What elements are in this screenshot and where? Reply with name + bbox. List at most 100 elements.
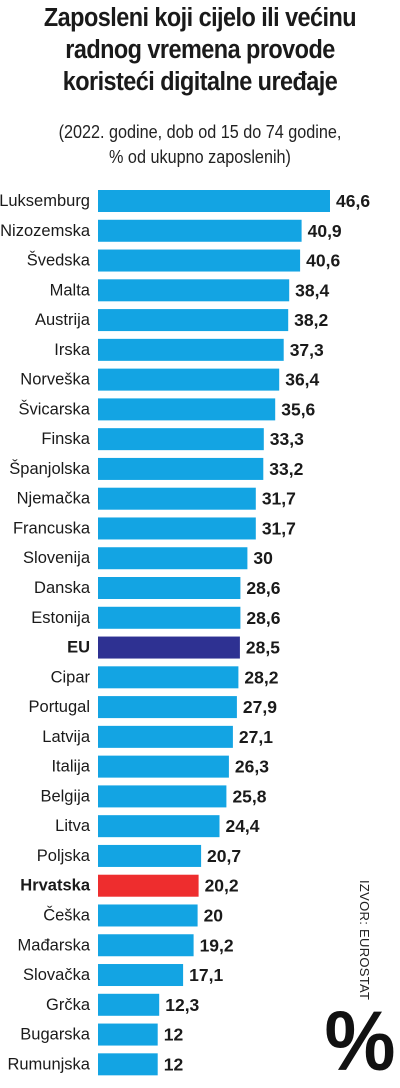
value-label-austrija: 38,2 xyxy=(294,310,328,330)
category-label-madarska: Mađarska xyxy=(18,936,91,954)
value-label-madarska: 19,2 xyxy=(200,935,234,955)
category-label-nizozemska: Nizozemska xyxy=(0,222,91,240)
value-label-svicarska: 35,6 xyxy=(281,399,315,419)
category-label-latvija: Latvija xyxy=(42,728,91,746)
bar-madarska xyxy=(98,934,194,957)
category-label-francuska: Francuska xyxy=(13,519,91,537)
bar-luksemburg xyxy=(98,190,330,212)
category-label-njemacka: Njemačka xyxy=(17,490,91,508)
value-label-latvija: 27,1 xyxy=(239,727,273,747)
category-label-belgija: Belgija xyxy=(40,787,90,805)
value-label-slovacka: 17,1 xyxy=(189,965,223,985)
bar-slovenija xyxy=(98,547,248,570)
percent-symbol: % xyxy=(324,994,396,1088)
bar-litva xyxy=(98,815,220,838)
bar-cipar xyxy=(98,666,239,689)
bar-ceska xyxy=(98,904,198,927)
bar-slovacka xyxy=(98,964,184,987)
category-label-spanjolska: Španjolska xyxy=(9,459,91,478)
category-label-austrija: Austrija xyxy=(35,311,91,329)
bar-svedska xyxy=(98,249,301,272)
bar-poljska xyxy=(98,844,202,867)
category-label-hrvatska: Hrvatska xyxy=(20,877,91,895)
bar-danska xyxy=(98,577,241,600)
bar-grcka xyxy=(98,993,160,1016)
bar-rumunjska xyxy=(98,1053,158,1076)
category-label-bugarska: Bugarska xyxy=(20,1026,91,1044)
category-label-luksemburg: Luksemburg xyxy=(0,192,90,210)
category-label-italija: Italija xyxy=(51,758,90,776)
bar-francuska xyxy=(98,517,256,540)
value-label-norveska: 36,4 xyxy=(285,370,319,390)
bar-latvija xyxy=(98,725,233,748)
value-label-luksemburg: 46,6 xyxy=(336,191,370,211)
value-label-rumunjska: 12 xyxy=(164,1054,184,1074)
category-label-svedska: Švedska xyxy=(27,251,91,270)
category-label-svicarska: Švicarska xyxy=(18,399,90,418)
value-label-spanjolska: 33,2 xyxy=(269,459,303,479)
category-label-irska: Irska xyxy=(54,341,91,359)
value-label-grcka: 12,3 xyxy=(165,995,199,1015)
category-label-litva: Litva xyxy=(55,817,91,835)
category-label-portugal: Portugal xyxy=(29,698,90,716)
subtitle-line-2: % od ukupno zaposlenih) xyxy=(109,147,291,167)
value-label-portugal: 27,9 xyxy=(243,697,277,717)
category-label-danska: Danska xyxy=(34,579,91,597)
value-label-litva: 24,4 xyxy=(225,816,259,836)
category-label-finska: Finska xyxy=(41,430,90,448)
value-label-poljska: 20,7 xyxy=(207,846,241,866)
bar-norveska xyxy=(98,368,280,391)
value-label-slovenija: 30 xyxy=(253,548,273,568)
value-label-bugarska: 12 xyxy=(164,1025,184,1045)
value-label-malta: 38,4 xyxy=(295,280,329,300)
value-label-belgija: 25,8 xyxy=(232,786,266,806)
bar-austrija xyxy=(98,309,289,332)
bar-belgija xyxy=(98,785,227,808)
bar-nizozemska xyxy=(98,219,302,242)
category-label-slovenija: Slovenija xyxy=(23,549,91,567)
category-label-grcka: Grčka xyxy=(46,996,91,1014)
bar-italija xyxy=(98,755,229,778)
value-label-hrvatska: 20,2 xyxy=(205,876,239,896)
value-label-njemacka: 31,7 xyxy=(262,489,296,509)
category-label-eu: EU xyxy=(67,639,90,657)
value-label-estonija: 28,6 xyxy=(246,608,280,628)
category-label-poljska: Poljska xyxy=(37,847,91,865)
value-label-francuska: 31,7 xyxy=(262,518,296,538)
bar-finska xyxy=(98,428,264,451)
value-label-finska: 33,3 xyxy=(270,429,304,449)
category-label-slovacka: Slovačka xyxy=(23,966,91,984)
value-label-ceska: 20 xyxy=(204,905,224,925)
value-label-nizozemska: 40,9 xyxy=(308,221,342,241)
bar-malta xyxy=(98,279,290,302)
category-label-estonija: Estonija xyxy=(31,609,91,627)
bar-estonija xyxy=(98,606,241,629)
category-label-norveska: Norveška xyxy=(20,371,91,389)
category-label-cipar: Cipar xyxy=(51,668,91,686)
value-label-eu: 28,5 xyxy=(246,638,280,658)
value-label-irska: 37,3 xyxy=(290,340,324,360)
bar-portugal xyxy=(98,696,237,719)
title-line-1: Zaposleni koji cijelo ili većinu xyxy=(43,4,357,32)
value-label-italija: 26,3 xyxy=(235,757,269,777)
bar-irska xyxy=(98,338,284,361)
value-label-danska: 28,6 xyxy=(246,578,280,598)
bar-svicarska xyxy=(98,398,276,421)
chart-subtitle: (2022. godine, dob od 15 do 74 godine, %… xyxy=(20,120,380,170)
value-label-svedska: 40,6 xyxy=(306,251,340,271)
title-line-2: radnog vremena provode xyxy=(65,36,335,64)
bar-njemacka xyxy=(98,487,256,510)
category-label-malta: Malta xyxy=(50,281,91,299)
category-label-ceska: Češka xyxy=(43,905,91,924)
category-label-rumunjska: Rumunjska xyxy=(7,1055,90,1073)
bar-eu xyxy=(98,636,240,659)
bar-bugarska xyxy=(98,1023,158,1046)
bar-spanjolska xyxy=(98,457,264,480)
title-line-3: koristeći digitalne uređaje xyxy=(62,68,338,96)
source-note: IZVOR: EUROSTAT xyxy=(357,880,372,1001)
subtitle-line-1: (2022. godine, dob od 15 do 74 godine, xyxy=(58,122,342,142)
bar-hrvatska xyxy=(98,874,199,897)
value-label-cipar: 28,2 xyxy=(244,667,278,687)
chart-title: Zaposleni koji cijelo ili većinu radnog … xyxy=(16,2,384,98)
